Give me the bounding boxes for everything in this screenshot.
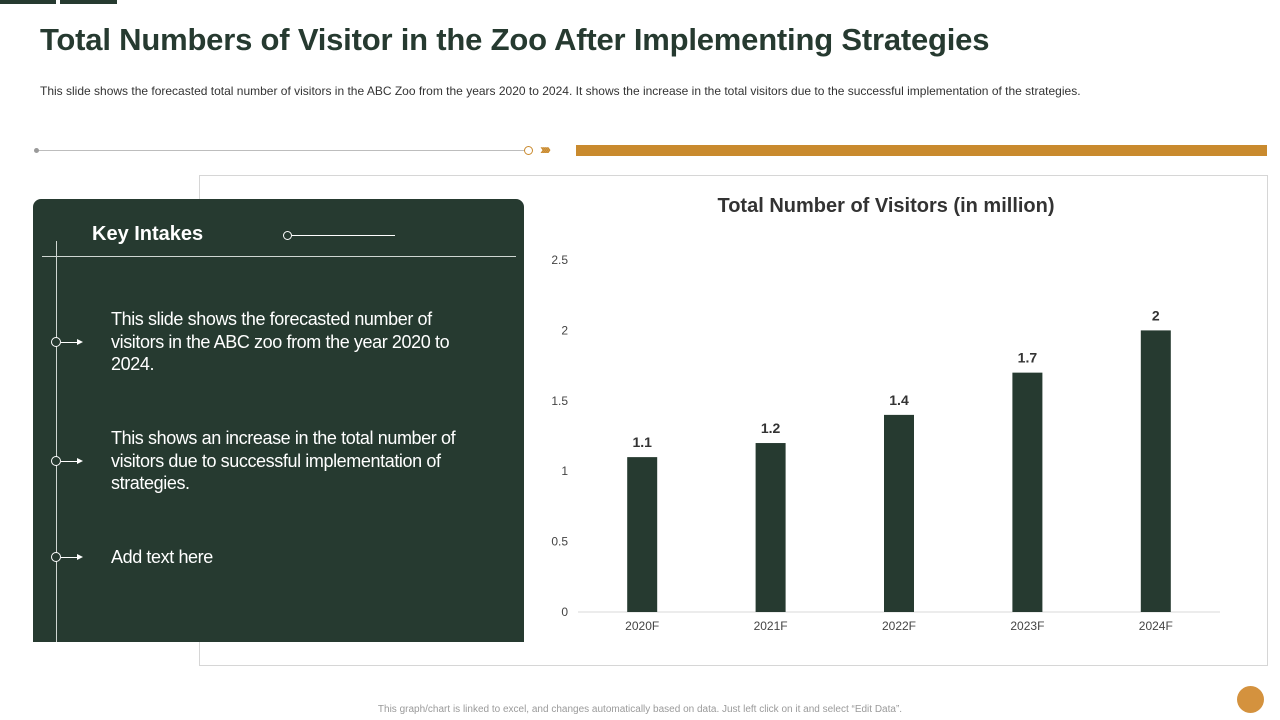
top-tab-right: [60, 0, 117, 4]
bullet-text: Add text here: [111, 547, 213, 567]
chart-title: Total Number of Visitors (in million): [717, 195, 1054, 217]
x-tick-label: 2023F: [1010, 619, 1044, 633]
bullet-ring-icon: [51, 337, 61, 347]
y-tick-label: 2.5: [551, 253, 568, 267]
x-axis-ticks: 2020F 2021F 2022F 2023F 2024F: [625, 619, 1173, 633]
top-tab-left: [0, 0, 56, 4]
page-subtitle: This slide shows the forecasted total nu…: [40, 84, 1081, 98]
page-title: Total Numbers of Visitor in the Zoo Afte…: [40, 22, 990, 57]
bullet-text: This slide shows the forecasted number o…: [111, 309, 450, 374]
y-tick-label: 1.5: [551, 394, 568, 408]
bar-2023F: [1012, 372, 1043, 612]
bar-2020F: [627, 457, 658, 612]
divider-line: [36, 150, 528, 151]
corner-decoration: [1237, 686, 1264, 713]
divider-accent-bar: [576, 145, 1267, 156]
bars-group: [627, 330, 1171, 612]
x-tick-label: 2024F: [1139, 619, 1173, 633]
divider-ring: [524, 146, 533, 155]
arrow-right-icon: [61, 458, 83, 464]
bar-2021F: [755, 443, 786, 612]
heading-line: [292, 235, 395, 236]
panel-divider: [42, 256, 516, 257]
visitors-bar-chart: Total Number of Visitors (in million) 00…: [551, 195, 1220, 633]
y-tick-label: 0.5: [551, 535, 568, 549]
divider-dot: [34, 148, 39, 153]
x-tick-label: 2021F: [754, 619, 788, 633]
data-label: 1.4: [889, 392, 909, 408]
x-tick-label: 2022F: [882, 619, 916, 633]
data-label: 2: [1152, 307, 1160, 323]
data-label: 1.1: [632, 434, 652, 450]
chevrons-icon: ››››: [540, 141, 551, 158]
y-tick-label: 2: [561, 323, 568, 337]
x-tick-label: 2020F: [625, 619, 659, 633]
y-tick-label: 0: [561, 605, 568, 619]
bullet-ring-icon: [51, 456, 61, 466]
data-label: 1.7: [1018, 350, 1038, 366]
y-tick-label: 1: [561, 464, 568, 478]
bar-2022F: [884, 414, 914, 612]
y-axis-ticks: 0 0.5 1 1.5 2 2.5: [551, 253, 568, 619]
data-labels-group: 1.1 1.2 1.4 1.7 2: [632, 307, 1159, 450]
arrow-right-icon: [61, 339, 83, 345]
heading-ring-icon: [283, 231, 292, 240]
bullet-text: This shows an increase in the total numb…: [111, 428, 456, 493]
bar-2024F: [1140, 330, 1171, 612]
arrow-right-icon: [61, 554, 83, 560]
footnote: This graph/chart is linked to excel, and…: [377, 704, 903, 715]
panel-heading: Key Intakes: [92, 223, 204, 245]
panel-timeline: [56, 241, 57, 642]
key-intakes-panel: Key Intakes This slide shows the forecas…: [33, 199, 524, 642]
bullet-ring-icon: [51, 552, 61, 562]
data-label: 1.2: [761, 420, 781, 436]
